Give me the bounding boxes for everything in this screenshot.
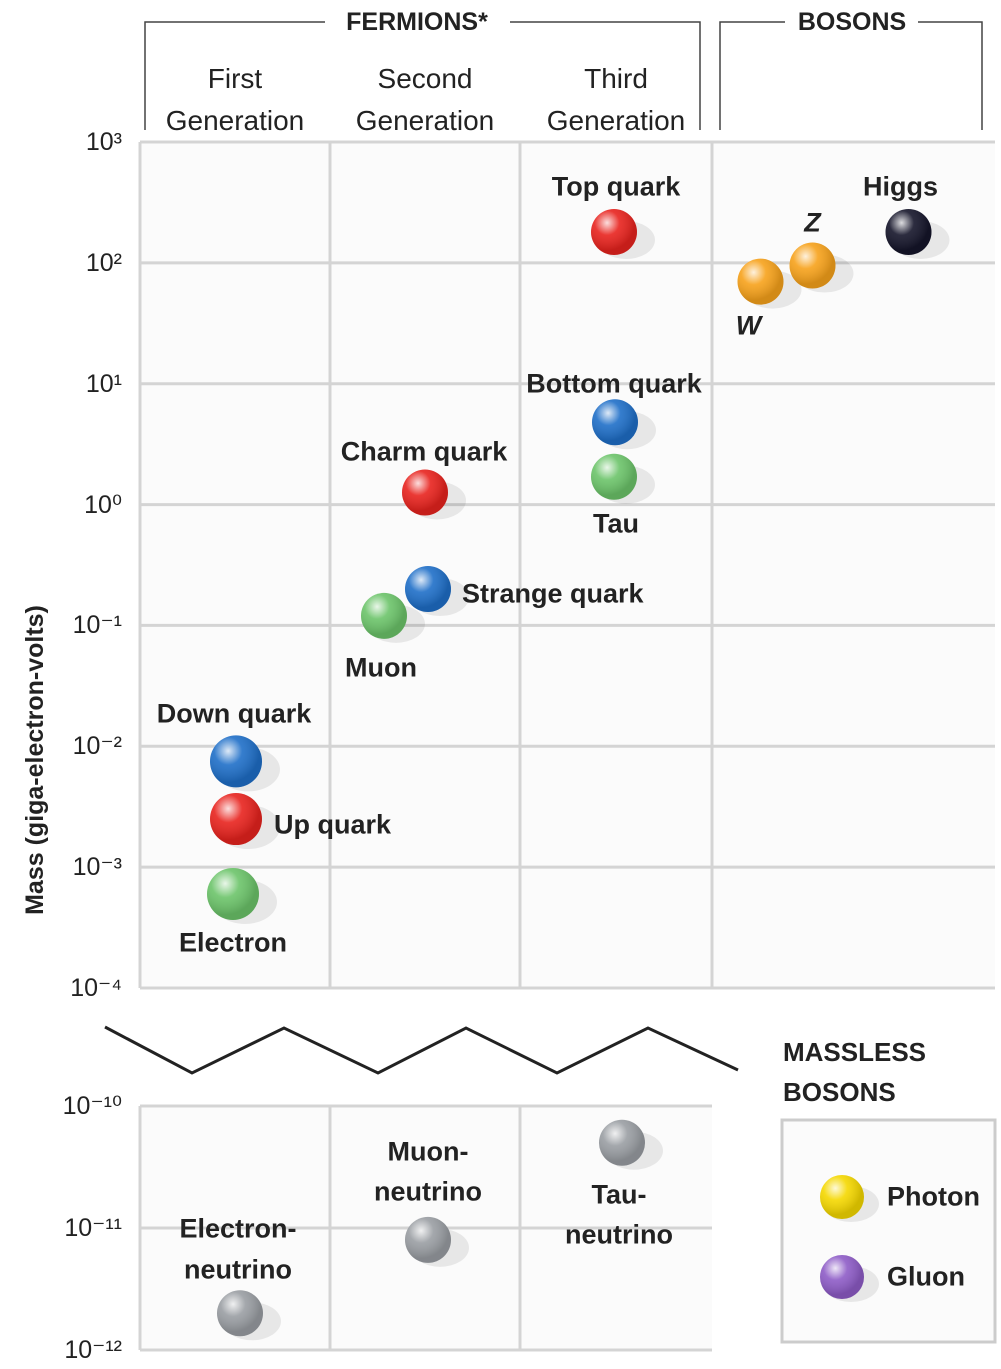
y-tick-label: 10⁻² [72,732,122,761]
y-tick-label: 10⁻³ [72,853,122,882]
particle-label: Tau [593,508,639,539]
y-tick-label: 10⁻¹² [64,1335,122,1364]
particle-label: Strange quark [462,578,644,609]
column-header: Third Generation [546,63,686,136]
gloss [591,209,637,256]
column-header: First Generation [165,63,305,136]
bracket [719,21,785,130]
particle-label: Higgs [862,171,939,202]
y-tick-label: 10⁻¹ [72,611,122,640]
gloss [405,1216,451,1263]
bosons-label: BOSONS [797,7,907,36]
particle-label: Tau-neutrino [565,1179,673,1250]
gloss [217,1290,263,1337]
fermions-label: FERMIONS* [346,7,488,36]
bracket [144,21,325,130]
particle-label: Down quark [156,698,312,729]
particle-label: Electron-neutrino [179,1213,297,1285]
gloss [599,1119,645,1166]
upper-panel [140,142,995,988]
axis-break [104,1025,739,1075]
particle-label: Electron [178,927,288,958]
grid [138,140,995,1352]
gloss [820,1255,864,1299]
y-tick-label: 10² [85,248,122,277]
particle-label: Charm quark [340,436,508,467]
gloss [210,735,262,788]
y-tick-label: 10⁻⁴ [70,973,122,1002]
particle-label: W [735,309,762,340]
legend-label: Gluon [887,1261,965,1292]
particle-label: Top quark [551,171,681,202]
marks [207,209,950,1341]
particle-label: Z [804,206,821,237]
gloss [885,209,932,256]
gloss [405,566,451,613]
gloss [820,1175,864,1219]
column-header: Second Generation [355,63,495,136]
particle-label: Muon-neutrino [374,1136,482,1207]
gloss [789,242,836,289]
gloss [591,453,637,500]
gloss [361,592,407,639]
bracket [918,21,983,130]
bracket [510,21,701,130]
y-axis-label: Mass (giga-electron-volts) [20,605,49,915]
y-tick-label: 10⁰ [84,490,122,519]
gloss [592,399,638,446]
y-tick-label: 10³ [85,127,122,156]
legend-label: Photon [887,1181,980,1212]
particle-label: Muon [345,652,417,683]
gloss [207,867,259,920]
massless-title: MASSLESS BOSONS [783,1037,927,1108]
gloss [402,469,448,516]
y-tick-label: 10⁻¹¹ [64,1213,122,1242]
gloss [737,258,784,305]
y-tick-label: 10¹ [85,369,122,398]
massless-box [780,1118,997,1344]
y-tick-label: 10⁻¹⁰ [62,1091,122,1120]
particle-label: Bottom quark [526,368,702,399]
particle-label: Up quark [274,809,392,840]
gloss [210,793,262,846]
